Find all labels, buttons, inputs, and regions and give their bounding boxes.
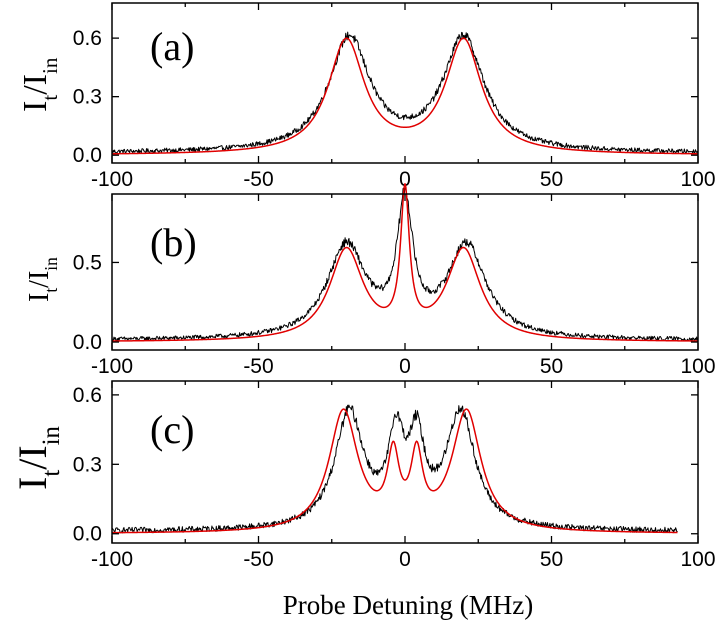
x-tick-label: -100 (91, 355, 133, 378)
x-tick-label: -50 (243, 168, 273, 191)
x-tick-label: 50 (540, 548, 563, 571)
y-axis-label-part: I (10, 477, 55, 490)
chart-panel: -100 -50 0 50 100 0.0 0.5 (b) It/Iin (24, 183, 716, 378)
x-tick-label: 100 (680, 168, 715, 191)
plot-frame (111, 380, 699, 544)
y-axis-label-part: in (38, 57, 62, 74)
y-tick-label: 0.0 (73, 331, 102, 354)
x-axis-label: Probe Detuning (MHz) (283, 590, 533, 620)
y-axis-label-part: /I (10, 445, 55, 469)
fit-curve (111, 408, 678, 534)
plot-frame (111, 193, 699, 351)
y-axis-label-part: /I (17, 74, 54, 95)
y-axis-label: It/Iin (10, 425, 65, 490)
x-tick-label: 0 (399, 355, 411, 378)
y-axis-label: It/Iin (17, 57, 62, 112)
panel-label: (b) (150, 220, 197, 265)
x-tick-label: -50 (243, 355, 273, 378)
x-tick-label: -100 (91, 548, 133, 571)
y-axis-label-part: t (38, 470, 65, 477)
y-tick-label: 0.3 (73, 86, 102, 109)
y-axis-label-part: I (17, 101, 54, 112)
measured-trace (111, 31, 699, 155)
y-tick-label: 0.5 (73, 251, 102, 274)
y-axis-label: It/Iin (24, 257, 61, 302)
y-axis-label-part: t (38, 95, 62, 101)
x-tick-label: 100 (680, 355, 715, 378)
y-tick-label: 0.3 (73, 453, 102, 476)
x-tick-label: 50 (540, 355, 563, 378)
y-axis-label-part: t (41, 288, 61, 293)
x-tick-label: 0 (399, 548, 411, 571)
y-axis-label-part: in (38, 425, 65, 445)
x-tick-label: 50 (540, 168, 563, 191)
panel-label: (c) (150, 407, 194, 452)
y-tick-label: 0.0 (73, 144, 102, 167)
y-axis-label-part: in (41, 257, 61, 271)
x-tick-label: 0 (399, 168, 411, 191)
x-tick-label: -100 (91, 168, 133, 191)
y-tick-label: 0.6 (73, 27, 102, 50)
panel-label: (a) (150, 24, 194, 69)
measured-trace (111, 187, 699, 342)
fit-curve (111, 37, 699, 155)
y-axis-label-part: /I (24, 271, 55, 288)
y-tick-label: 0.0 (73, 523, 102, 546)
x-tick-label: -50 (243, 548, 273, 571)
chart-panel: -100 -50 0 50 100 0.0 0.3 0.6 (a) It/Iin (17, 2, 716, 191)
y-axis-label-part: I (24, 293, 55, 302)
plot-frame (111, 2, 699, 164)
measured-trace (111, 404, 678, 534)
x-tick-label: 100 (680, 548, 715, 571)
fit-curve (111, 183, 699, 342)
y-tick-label: 0.6 (73, 384, 102, 407)
chart-panel: -100 -50 0 50 100 0.0 0.3 0.6 (c) It/Iin (10, 380, 716, 571)
